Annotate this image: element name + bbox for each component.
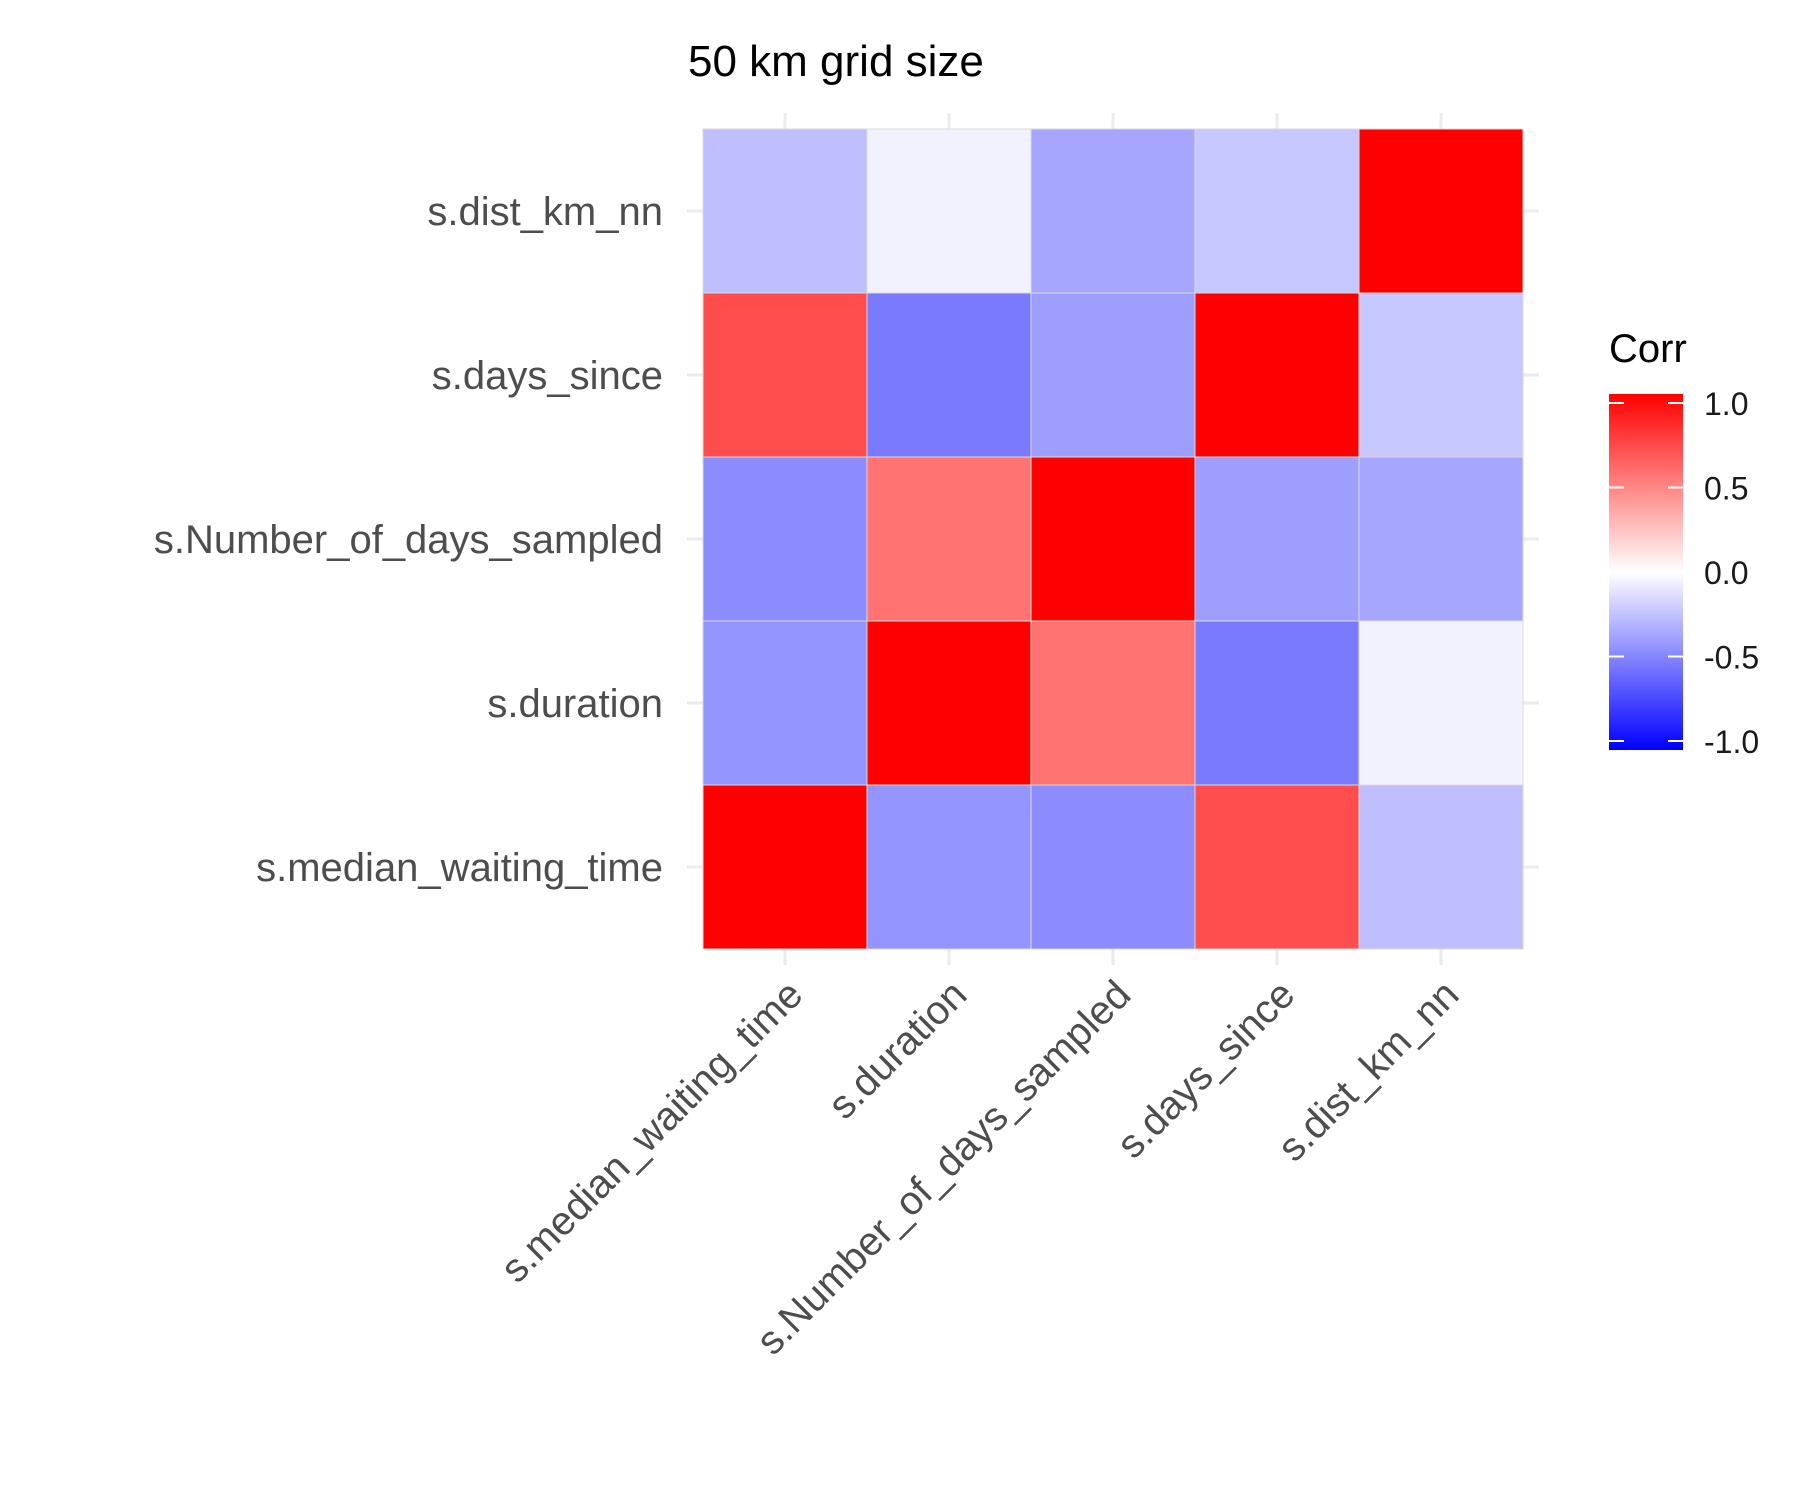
heatmap-cell-median-waiting-time-days-since: [1194, 784, 1360, 950]
heatmap-cell-number-of-days-sampled-median-waiting-time: [702, 456, 868, 622]
heatmap-cell-dist-km-nn-median-waiting-time: [702, 128, 868, 294]
heatmap-cell-days-since-dist-km-nn: [1358, 292, 1524, 458]
heatmap-cell-dist-km-nn-dist-km-nn: [1358, 128, 1524, 294]
x-tick-label-median-waiting-time: s.median_waiting_time: [493, 972, 812, 1291]
y-tick-label-days-since: s.days_since: [432, 354, 663, 398]
legend-tick-label: 0.5: [1704, 471, 1748, 507]
y-tick-label-number-of-days-sampled: s.Number_of_days_sampled: [154, 518, 663, 562]
y-tick-label-median-waiting-time: s.median_waiting_time: [256, 846, 663, 890]
heatmap-cells: [702, 128, 1524, 950]
heatmap-cell-median-waiting-time-dist-km-nn: [1358, 784, 1524, 950]
heatmap-cell-number-of-days-sampled-dist-km-nn: [1358, 456, 1524, 622]
chart-title: 50 km grid size: [688, 37, 984, 86]
heatmap-cell-number-of-days-sampled-number-of-days-sampled: [1030, 456, 1196, 622]
legend-title: Corr: [1609, 327, 1687, 371]
heatmap-cell-duration-days-since: [1194, 620, 1360, 786]
heatmap-cell-median-waiting-time-median-waiting-time: [702, 784, 868, 950]
heatmap-cell-median-waiting-time-duration: [866, 784, 1032, 950]
x-axis-tick-labels: s.median_waiting_time s.durations.Number_…: [493, 972, 1468, 1363]
heatmap-cell-dist-km-nn-duration: [866, 128, 1032, 294]
heatmap-cell-median-waiting-time-number-of-days-sampled: [1030, 784, 1196, 950]
legend-tick-label: -1.0: [1704, 724, 1759, 760]
x-tick-label-duration: s.duration: [820, 972, 975, 1127]
heatmap-cell-days-since-number-of-days-sampled: [1030, 292, 1196, 458]
heatmap-cell-number-of-days-sampled-duration: [866, 456, 1032, 622]
heatmap-cell-duration-median-waiting-time: [702, 620, 868, 786]
heatmap-cell-number-of-days-sampled-days-since: [1194, 456, 1360, 622]
legend-ticks: 1.0 0.5 0.0 -0.5 -1.0: [1609, 386, 1759, 760]
legend-tick-label: 1.0: [1704, 386, 1748, 422]
heatmap-cell-days-since-duration: [866, 292, 1032, 458]
heatmap-cell-dist-km-nn-number-of-days-sampled: [1030, 128, 1196, 294]
y-tick-label-duration: s.duration: [487, 682, 663, 726]
heatmap-cell-days-since-days-since: [1194, 292, 1360, 458]
heatmap-cell-duration-duration: [866, 620, 1032, 786]
legend-tick-label: -0.5: [1704, 640, 1759, 676]
legend: Corr 1.0 0.5 0.0 -0.5 -1.0: [1609, 327, 1759, 760]
y-axis-tick-labels: s.median_waiting_time s.duration s.Number_…: [154, 190, 663, 890]
heatmap-cell-duration-dist-km-nn: [1358, 620, 1524, 786]
legend-tick-label: 0.0: [1704, 555, 1748, 591]
heatmap-cell-days-since-median-waiting-time: [702, 292, 868, 458]
heatmap-cell-duration-number-of-days-sampled: [1030, 620, 1196, 786]
heatmap-cell-dist-km-nn-days-since: [1194, 128, 1360, 294]
y-tick-label-dist-km-nn: s.dist_km_nn: [427, 190, 663, 234]
